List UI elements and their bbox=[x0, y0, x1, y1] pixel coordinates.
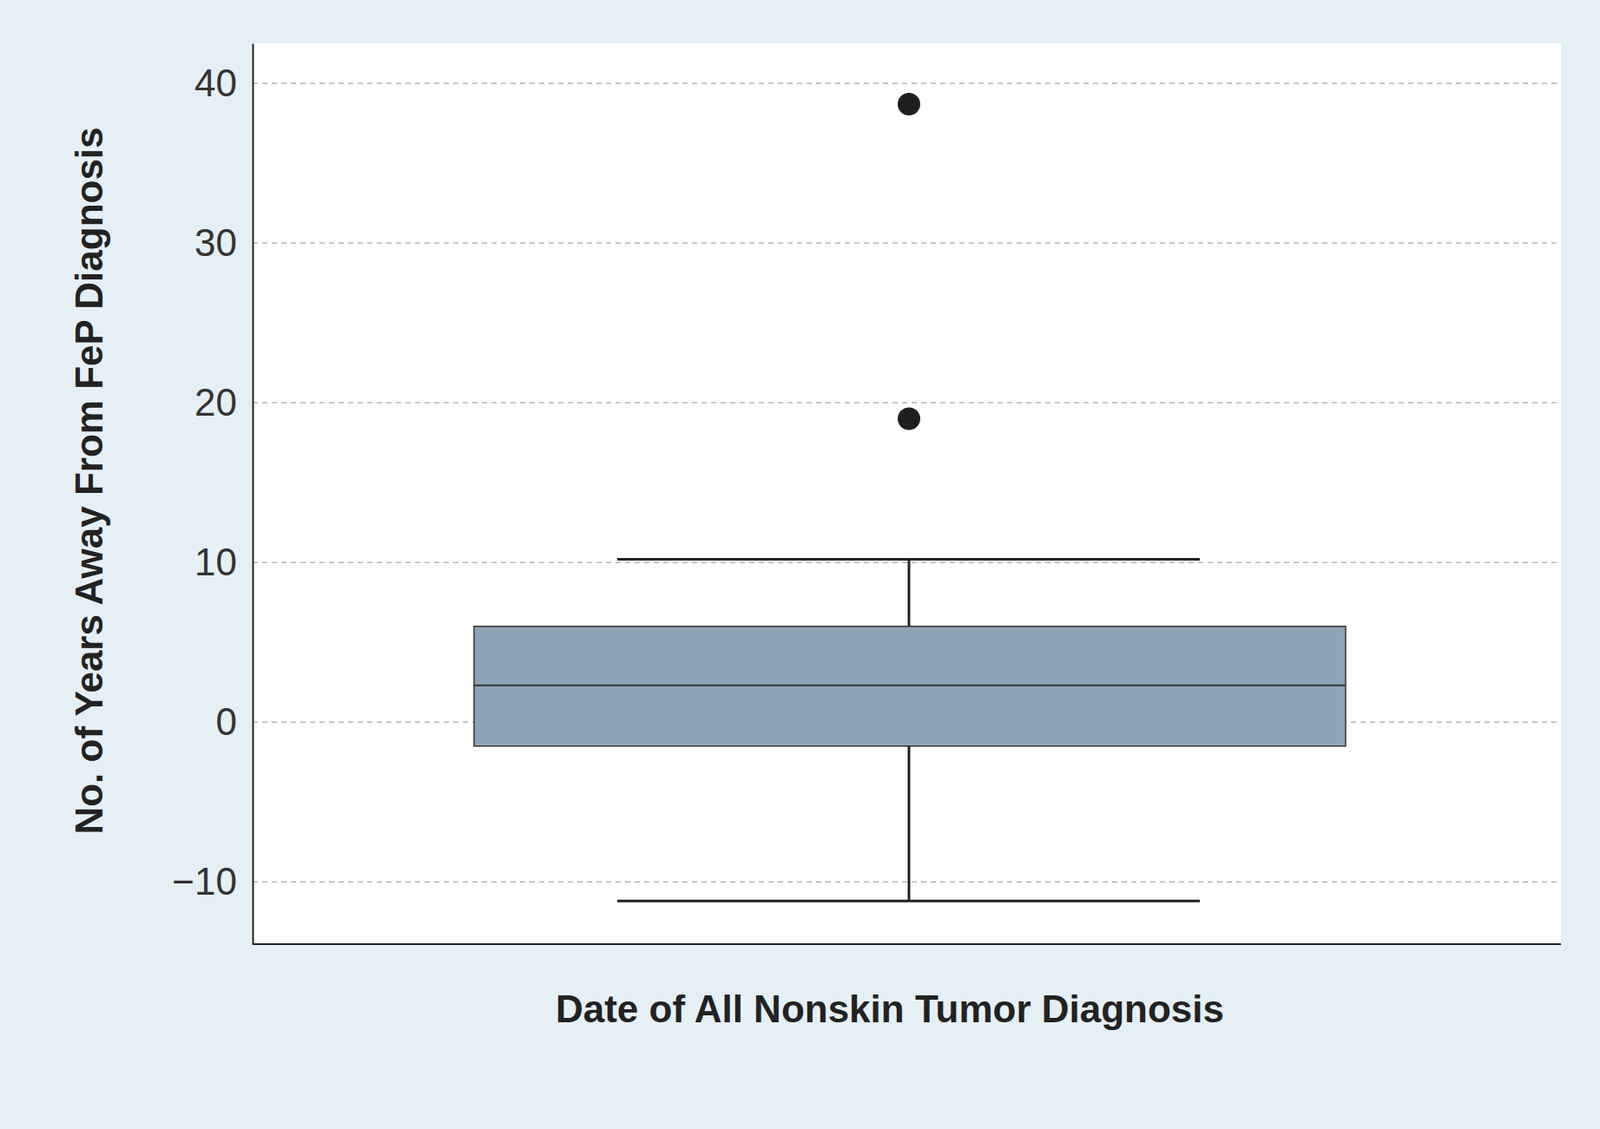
tick-label: 40 bbox=[194, 61, 238, 105]
tick-label: 10 bbox=[194, 540, 238, 584]
tick-label: 30 bbox=[194, 221, 238, 264]
tick: 20 bbox=[194, 381, 253, 424]
chart: −10 0 10 20 30 40 Date of All Nonskin Tumor Di… bbox=[0, 0, 1600, 1129]
upper-whisker bbox=[908, 559, 911, 626]
tick: 40 bbox=[194, 61, 253, 105]
grid-line bbox=[252, 401, 1561, 404]
grid-line bbox=[252, 561, 1561, 564]
lower-cap bbox=[617, 900, 1200, 903]
outlier bbox=[897, 92, 921, 116]
outlier bbox=[897, 408, 921, 431]
y-axis: −10 0 10 20 30 40 bbox=[171, 44, 253, 946]
tick: 10 bbox=[194, 540, 253, 584]
median bbox=[474, 684, 1346, 687]
box-plot bbox=[474, 92, 1346, 902]
grid-line bbox=[252, 242, 1561, 244]
grid-line bbox=[252, 881, 1561, 883]
x-axis-line bbox=[252, 943, 1561, 946]
grid bbox=[252, 83, 1561, 883]
x-axis-title: Date of All Nonskin Tumor Diagnosis bbox=[555, 987, 1225, 1031]
background bbox=[0, 0, 1600, 1129]
tick-label: −10 bbox=[171, 860, 238, 903]
grid-line bbox=[252, 82, 1561, 85]
plot-area bbox=[252, 43, 1561, 945]
lower-whisker bbox=[908, 746, 911, 903]
box bbox=[474, 626, 1346, 747]
tick: −10 bbox=[171, 860, 253, 903]
tick: 0 bbox=[216, 700, 253, 744]
y-axis-title: No. of Years Away From FeP Diagnosis bbox=[67, 126, 111, 835]
tick: 30 bbox=[194, 221, 253, 264]
y-axis-line bbox=[252, 44, 255, 946]
tick-label: 0 bbox=[216, 700, 238, 744]
upper-cap bbox=[617, 558, 1200, 561]
tick-label: 20 bbox=[194, 381, 238, 424]
